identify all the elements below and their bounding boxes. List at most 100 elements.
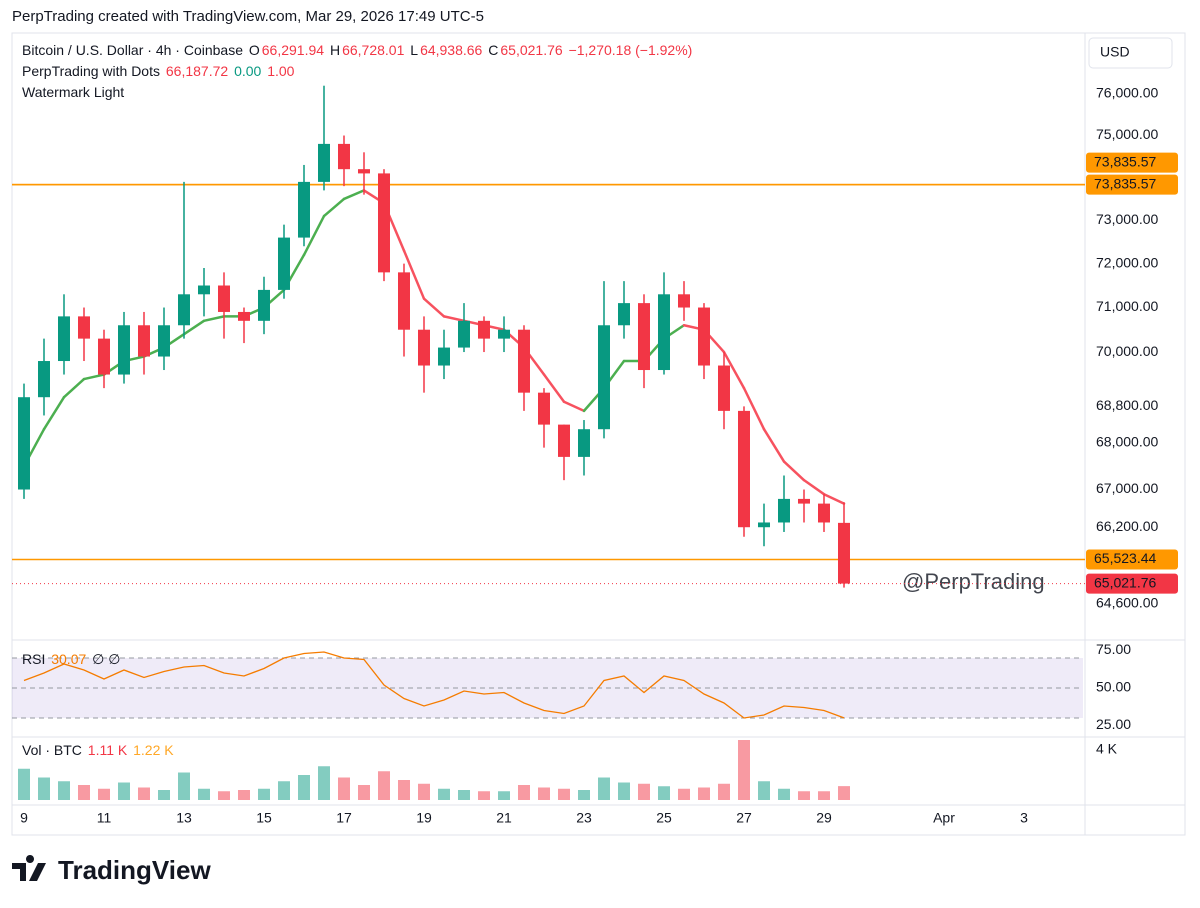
candle-body bbox=[778, 498, 790, 523]
rsi-legend: RSI 30.07 ∅ ∅ bbox=[22, 651, 122, 668]
volume-bar bbox=[678, 788, 690, 800]
ohlc-key: L bbox=[410, 42, 419, 58]
volume-bar bbox=[638, 783, 650, 800]
indicator-value: 1.00 bbox=[267, 63, 295, 79]
candle-body bbox=[398, 272, 410, 330]
volume-bar bbox=[778, 788, 790, 800]
candle-body bbox=[678, 294, 690, 308]
volume-bar bbox=[698, 787, 710, 800]
candle-body bbox=[518, 329, 530, 393]
volume-bar bbox=[498, 791, 510, 800]
x-tick-label: 23 bbox=[576, 810, 592, 826]
candle-body bbox=[598, 325, 610, 430]
level-label-bg bbox=[1086, 549, 1178, 570]
currency-button[interactable] bbox=[1088, 37, 1173, 69]
trail-segment bbox=[322, 197, 346, 218]
candle-body bbox=[98, 338, 110, 375]
volume-bar bbox=[78, 785, 90, 800]
indicator-legend: Watermark Light bbox=[22, 84, 125, 100]
trail-segment bbox=[542, 373, 566, 404]
volume-bar bbox=[838, 786, 850, 800]
volume-bar bbox=[398, 780, 410, 800]
volume-bar bbox=[758, 781, 770, 800]
x-tick-label: 15 bbox=[256, 810, 272, 826]
volume-bar bbox=[658, 786, 670, 800]
volume-bar bbox=[258, 788, 270, 800]
y-tick-label: 72,000.00 bbox=[1096, 254, 1158, 270]
x-tick-label: 17 bbox=[336, 810, 352, 826]
volume-bar bbox=[538, 787, 550, 800]
rsi-name: RSI bbox=[22, 651, 46, 667]
candle-body bbox=[638, 303, 650, 371]
volume-bar bbox=[598, 777, 610, 800]
trail-segment bbox=[782, 460, 806, 482]
page-title: PerpTrading created with TradingView.com… bbox=[12, 8, 484, 25]
volume-bar bbox=[618, 782, 630, 800]
y-tick-label: 73,000.00 bbox=[1096, 211, 1158, 227]
volume-bar bbox=[218, 791, 230, 800]
candle-body bbox=[698, 307, 710, 366]
indicator-legend: PerpTrading with Dots 66,187.72 0.00 1.0… bbox=[22, 63, 296, 79]
ohlc-key: O bbox=[248, 42, 260, 58]
y-tick-label: 67,000.00 bbox=[1096, 480, 1158, 496]
volume-bar bbox=[238, 790, 250, 800]
y-tick-label: 64,600.00 bbox=[1096, 595, 1158, 611]
x-tick-label: 9 bbox=[20, 810, 28, 826]
last-price-label: 65,021.76 bbox=[1094, 574, 1156, 590]
y-tick-label: 75,000.00 bbox=[1096, 126, 1158, 142]
rsi-value: 30.07 bbox=[51, 651, 87, 667]
volume-bar bbox=[198, 788, 210, 800]
trail-segment bbox=[742, 386, 766, 431]
currency[interactable]: USD bbox=[1100, 44, 1130, 60]
volume-bar bbox=[718, 783, 730, 800]
volume-bar bbox=[478, 791, 490, 800]
level-label-bg bbox=[1086, 152, 1178, 173]
candle-body bbox=[318, 143, 330, 182]
candle-body bbox=[338, 143, 350, 170]
y-tick-label: 66,200.00 bbox=[1096, 518, 1158, 534]
candle-body bbox=[78, 316, 90, 339]
candle-body bbox=[438, 347, 450, 366]
candle-body bbox=[578, 429, 590, 457]
volume-ma-value: 1.22 K bbox=[133, 742, 174, 758]
candle-body bbox=[118, 325, 130, 375]
candle-body bbox=[358, 169, 370, 174]
trail-segment bbox=[82, 373, 106, 381]
trail-segment bbox=[822, 492, 846, 505]
x-tick-label: 13 bbox=[176, 810, 192, 826]
volume-bar bbox=[438, 788, 450, 800]
logo-text: TradingView bbox=[58, 855, 211, 885]
volume-value: 1.11 K bbox=[87, 742, 128, 758]
symbol: Bitcoin / U.S. Dollar · 4h · Coinbase bbox=[22, 42, 243, 58]
volume-bar bbox=[358, 785, 370, 800]
volume-bar bbox=[518, 785, 530, 800]
indicator-value: 0.00 bbox=[234, 63, 262, 79]
trail-segment bbox=[562, 400, 586, 413]
y-tick-label: 50.00 bbox=[1096, 679, 1131, 695]
x-tick-label: 3 bbox=[1020, 810, 1028, 826]
candle-body bbox=[798, 498, 810, 504]
trail-segment bbox=[422, 297, 446, 318]
x-tick-label: Apr bbox=[933, 810, 955, 826]
trail-segment bbox=[762, 427, 786, 463]
ohlc-value: 64,938.66 bbox=[420, 42, 483, 58]
volume-bar bbox=[318, 766, 330, 800]
trail-segment bbox=[802, 478, 826, 496]
volume-bar bbox=[418, 783, 430, 800]
indicator-value: 66,187.72 bbox=[165, 63, 229, 79]
ohlc-value: 66,728.01 bbox=[342, 42, 405, 58]
candle-body bbox=[838, 522, 850, 584]
volume-bar bbox=[378, 771, 390, 800]
volume-bar bbox=[818, 791, 830, 800]
candle-body bbox=[758, 522, 770, 528]
candle-body bbox=[58, 316, 70, 362]
rsi-extra: ∅ ∅ bbox=[92, 651, 121, 667]
trail-segment bbox=[202, 315, 226, 323]
y-tick-label: 25.00 bbox=[1096, 716, 1131, 732]
indicator-name: PerpTrading with Dots bbox=[22, 63, 160, 79]
trail-segment bbox=[442, 315, 466, 323]
volume-bar bbox=[738, 740, 750, 800]
candle-body bbox=[238, 311, 250, 321]
volume-bar bbox=[118, 782, 130, 800]
level-label-bg bbox=[1086, 174, 1178, 195]
